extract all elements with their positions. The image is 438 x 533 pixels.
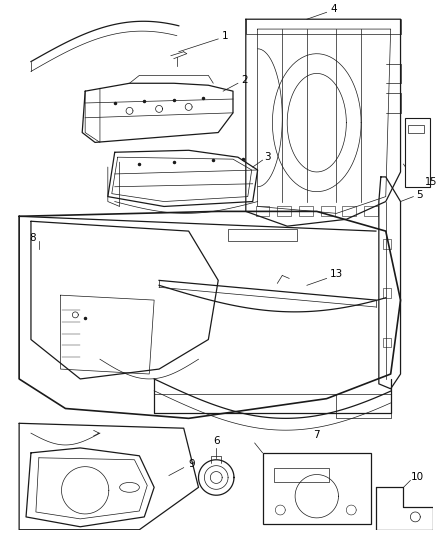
Bar xyxy=(408,125,424,133)
Text: 5: 5 xyxy=(416,190,423,200)
Bar xyxy=(256,206,269,216)
Text: 2: 2 xyxy=(241,75,248,85)
Bar xyxy=(343,206,356,216)
Bar xyxy=(299,206,313,216)
Bar xyxy=(383,288,391,298)
Bar xyxy=(321,206,335,216)
Text: 7: 7 xyxy=(314,430,320,440)
Text: 10: 10 xyxy=(411,472,424,481)
Bar xyxy=(262,453,371,524)
Text: 3: 3 xyxy=(264,152,271,162)
Text: 1: 1 xyxy=(222,31,229,41)
Text: 6: 6 xyxy=(213,436,219,446)
Bar xyxy=(277,206,291,216)
Bar xyxy=(383,239,391,249)
Bar xyxy=(274,467,328,482)
Bar xyxy=(364,206,378,216)
Text: 15: 15 xyxy=(425,177,437,187)
Text: 4: 4 xyxy=(330,4,337,14)
Text: 8: 8 xyxy=(30,233,36,243)
Text: 9: 9 xyxy=(188,459,195,469)
Bar xyxy=(383,337,391,348)
Text: 13: 13 xyxy=(330,270,343,279)
Bar xyxy=(228,229,297,241)
Bar xyxy=(406,118,430,187)
